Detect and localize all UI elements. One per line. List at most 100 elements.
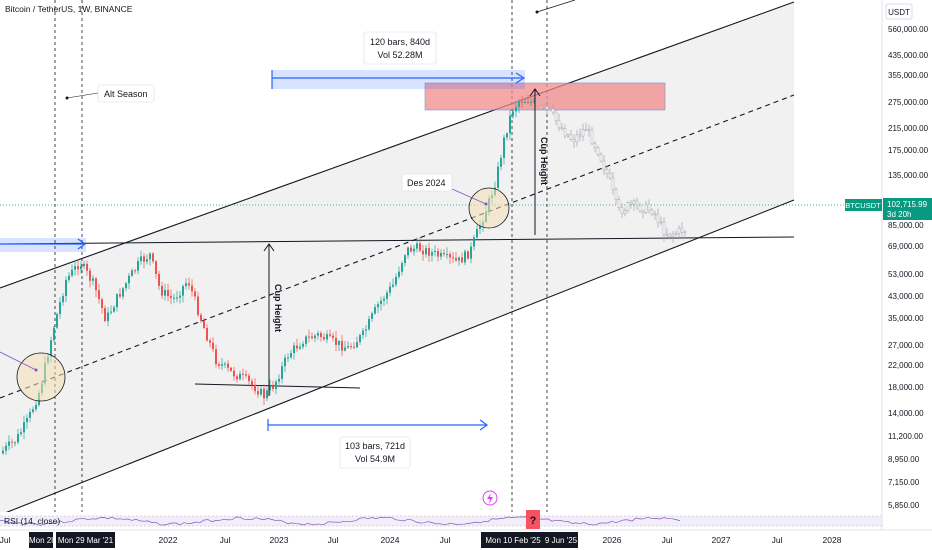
- currency-box[interactable]: [885, 3, 913, 20]
- candle-body: [614, 189, 618, 200]
- candle-body: [419, 243, 421, 251]
- candle-body: [65, 279, 67, 297]
- question-mark-badge[interactable]: [526, 510, 540, 529]
- channel-fill: [0, 2, 794, 515]
- price-axis[interactable]: [882, 0, 932, 530]
- price-tag: [883, 198, 932, 220]
- price-labels: 560,000.00 435,000.00 355,000.00 275,000.00…: [888, 25, 929, 510]
- candle-body: [578, 134, 582, 137]
- price-label: 355,000.00: [888, 71, 929, 80]
- price-label: 275,000.00: [888, 98, 929, 107]
- candle-body: [653, 213, 657, 216]
- candle-body: [116, 294, 118, 308]
- time-label: 2024: [381, 535, 400, 545]
- candle-body: [587, 129, 591, 131]
- candle-body: [290, 353, 292, 358]
- candle-body: [62, 296, 64, 303]
- time-highlight-label: Mon 29 Mar '21: [58, 536, 114, 545]
- time-label: Jul: [0, 535, 11, 545]
- candle-body: [431, 252, 433, 256]
- candle-body: [299, 346, 301, 349]
- candle-body: [53, 327, 55, 341]
- candle-body: [302, 343, 304, 347]
- target-zone: [424, 82, 666, 111]
- candle-body: [242, 373, 244, 375]
- candle-body: [35, 404, 37, 410]
- candle-body: [14, 442, 16, 444]
- candle-body: [332, 335, 334, 338]
- candle-body: [356, 342, 358, 348]
- candle-body: [518, 101, 520, 108]
- candle-body: [86, 263, 88, 271]
- candle-body: [581, 129, 585, 137]
- candle-body: [221, 364, 223, 366]
- candle-body: [29, 411, 31, 418]
- candle-body: [350, 346, 352, 348]
- candle-body: [137, 261, 139, 271]
- candle-body: [59, 302, 61, 315]
- channel-mid-line: [0, 94, 795, 399]
- candle-body: [554, 111, 558, 121]
- candle-body: [191, 285, 193, 292]
- candle-body: [188, 283, 190, 286]
- candle-body: [560, 127, 564, 130]
- time-label: 2023: [270, 535, 289, 545]
- time-highlight: [29, 532, 53, 548]
- time-label: 2028: [823, 535, 842, 545]
- candle-body: [539, 106, 543, 109]
- candle-body: [347, 346, 349, 348]
- top-range-vol: Vol 52.28M: [377, 50, 422, 60]
- candle-body: [551, 108, 555, 113]
- currency-label: USDT: [888, 8, 910, 17]
- alt-season-box[interactable]: [97, 84, 155, 103]
- candle-body: [263, 388, 265, 399]
- candle-body: [422, 250, 424, 255]
- candle-body: [149, 253, 151, 260]
- time-label: Jul: [220, 535, 231, 545]
- candle-body: [416, 243, 418, 249]
- candle-body: [386, 292, 388, 299]
- candle-body: [254, 384, 256, 392]
- candle-body: [548, 108, 552, 111]
- rsi-pane[interactable]: [0, 512, 882, 530]
- candle-body: [248, 375, 250, 382]
- neckline: [0, 236, 795, 245]
- candle-body: [269, 385, 271, 391]
- price-label: 22,000.00: [888, 361, 924, 370]
- time-label: Jul: [772, 535, 783, 545]
- chart-title[interactable]: Bitcoin / TetherUS, 1W, BINANCE: [5, 4, 133, 14]
- candle-body: [353, 346, 355, 348]
- candle-body: [152, 253, 154, 262]
- candle-body: [479, 225, 481, 230]
- candle-body: [245, 374, 247, 376]
- candle-body: [296, 345, 298, 349]
- candle-body: [635, 200, 639, 206]
- breakout-circle-right: [468, 187, 510, 229]
- candle-body: [647, 204, 651, 211]
- candle-body: [446, 254, 448, 256]
- candle-body: [218, 364, 220, 366]
- des-2024-box[interactable]: [401, 173, 453, 192]
- candle-body: [215, 349, 217, 365]
- candle-body: [401, 263, 403, 272]
- bottom-range-info-box: [339, 436, 411, 469]
- candle-body: [389, 286, 391, 293]
- top-date-range-head: [515, 72, 526, 84]
- candle-body: [80, 266, 82, 270]
- candle-body: [383, 298, 385, 301]
- candle-body: [161, 285, 163, 296]
- left-date-range-head: [77, 238, 87, 250]
- rsi-line: [0, 516, 681, 526]
- time-axis[interactable]: [0, 530, 932, 550]
- symbol-tag: [845, 199, 882, 211]
- rsi-label[interactable]: RSI (14, close): [4, 516, 60, 526]
- candle-body: [185, 283, 187, 287]
- time-labels: Jul 2022 Jul 2023 Jul 2024 Jul 2026 Jul 2027 Jul 20…: [0, 532, 842, 548]
- candle-body: [650, 209, 654, 215]
- candle-body: [209, 340, 211, 343]
- candle-body: [134, 270, 136, 272]
- time-label: 2022: [159, 535, 178, 545]
- time-label: 2026: [603, 535, 622, 545]
- candle-body: [413, 248, 415, 252]
